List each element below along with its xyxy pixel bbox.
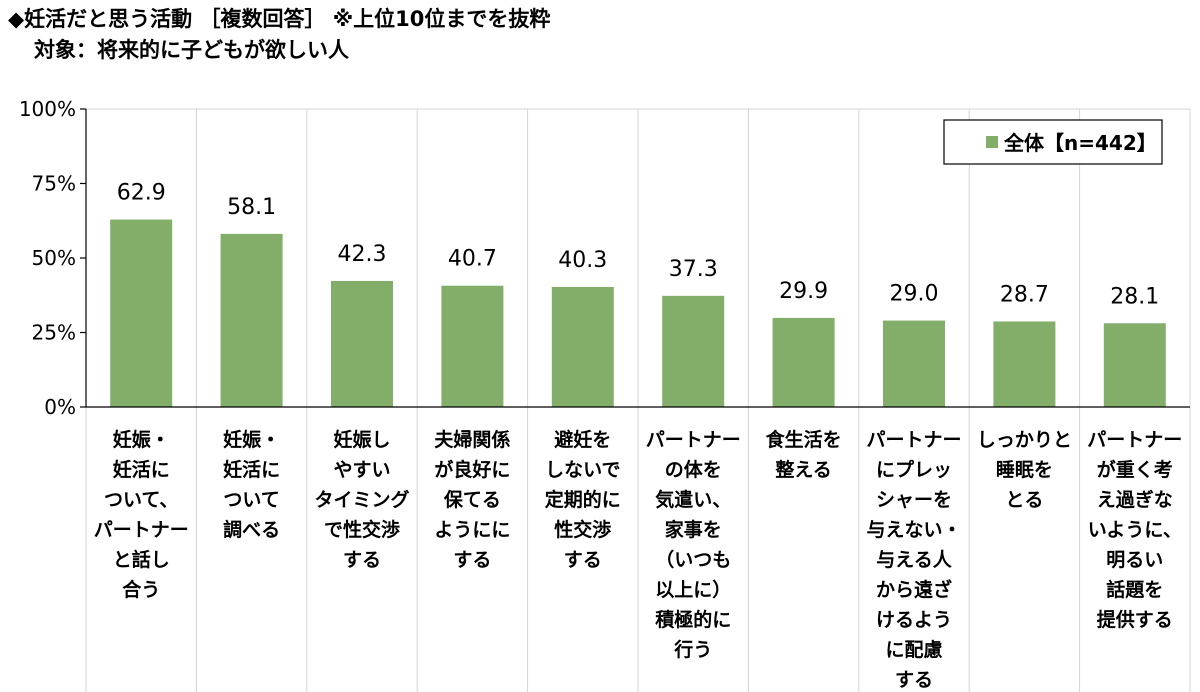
data-label: 29.9 <box>779 279 828 304</box>
x-tick-label: 妊娠・妊活について、パートナーと話し合う <box>94 428 189 601</box>
bar <box>441 285 504 407</box>
x-tick-label-line: いように、 <box>1088 519 1182 541</box>
x-tick-label-line: 睡眠を <box>996 459 1053 481</box>
x-tick-label-line: 与えない・ <box>866 519 961 541</box>
y-tick-label: 25% <box>32 321 76 345</box>
data-label: 62.9 <box>117 181 166 206</box>
x-tick-label-line: に配慮 <box>885 639 942 661</box>
x-tick-label-line: 気遣い、 <box>655 488 731 511</box>
x-tick-label-line: する <box>453 549 491 571</box>
x-tick-label-line: 避妊を <box>554 428 611 451</box>
bar <box>993 321 1056 407</box>
x-tick-label-line: ようにに <box>434 519 510 541</box>
x-tick-label-line: の体を <box>665 458 722 481</box>
x-tick-label-line: 整える <box>775 458 831 481</box>
chart-title-block: ◆妊活だと思う活動 ［複数回答］ ※上位10位までを抜粋 対象：将来的に子どもが… <box>8 4 550 66</box>
x-tick-label-line: 家事を <box>665 518 722 541</box>
x-tick-label-line: する <box>343 549 381 571</box>
legend-box <box>943 119 1163 165</box>
data-label: 37.3 <box>669 257 718 282</box>
x-tick-label-line: けるよう <box>876 609 952 631</box>
x-tick-label-line: 保てる <box>443 488 501 511</box>
bar <box>662 295 725 407</box>
x-tick-label-line: と話し <box>113 548 170 571</box>
x-tick-label: 妊娠・妊活について調べる <box>223 428 280 541</box>
y-tick-label: 0% <box>44 395 76 419</box>
x-tick-label-line: 妊活に <box>113 458 170 481</box>
x-tick-label: パートナーにプレッシャーを与えない・与える人から遠ざけるように配慮する <box>866 429 961 691</box>
x-tick-label: パートナーが重く考え過ぎないように、明るい話題を提供する <box>1087 429 1182 631</box>
bar <box>110 219 173 407</box>
chart-subtitle: 対象：将来的に子どもが欲しい人 <box>34 38 349 62</box>
x-tick-label-line: 提供する <box>1097 608 1173 631</box>
x-tick-label-line: する <box>564 549 602 571</box>
data-label: 58.1 <box>227 195 276 220</box>
x-tick-label: 妊娠しやすいタイミングで性交渉する <box>314 428 409 571</box>
x-tick-label-line: 行う <box>673 638 712 661</box>
x-tick-label-line: とる <box>1005 489 1043 511</box>
legend-label: 全体【n=442】 <box>1003 131 1157 155</box>
data-label: 28.7 <box>1000 282 1049 307</box>
legend-swatch <box>986 136 998 148</box>
x-tick-label-line: しないで <box>545 459 620 481</box>
bar <box>883 320 945 407</box>
x-tick-label-line: 以上に） <box>655 578 731 601</box>
data-label: 42.3 <box>338 242 387 267</box>
y-tick-label: 50% <box>32 246 76 270</box>
x-tick-label: 食生活を整える <box>766 428 842 481</box>
x-tick-label-line: ついて、 <box>104 489 178 511</box>
x-tick-label-line: （いつも <box>655 548 731 571</box>
x-tick-label-line: 夫婦関係 <box>434 428 510 451</box>
x-tick-label: 避妊をしないで定期的に性交渉する <box>545 428 621 571</box>
data-label: 28.1 <box>1110 284 1159 309</box>
x-tick-label-line: で性交渉 <box>324 518 400 541</box>
x-tick-label-line: パートナー <box>866 429 961 451</box>
x-tick-label: 夫婦関係が良好に保てるようににする <box>434 428 510 571</box>
bar <box>220 233 283 407</box>
x-tick-label-line: しっかりと <box>977 429 1072 451</box>
x-tick-label: しっかりと睡眠をとる <box>977 429 1072 511</box>
x-tick-label-line: 妊活に <box>223 458 280 481</box>
y-tick-label: 75% <box>32 172 76 196</box>
x-tick-label-line: やすい <box>333 459 390 481</box>
x-tick-label-line: え過ぎな <box>1097 488 1173 511</box>
data-label: 29.0 <box>890 282 939 307</box>
x-tick-label-line: 積極的に <box>655 608 731 631</box>
x-tick-label-line: 話題を <box>1106 578 1163 601</box>
bar <box>331 280 393 407</box>
x-tick-label-line: 与える人 <box>876 549 952 571</box>
x-tick-label-line: 明るい <box>1106 549 1163 571</box>
bar <box>1103 323 1166 407</box>
data-label: 40.3 <box>558 248 607 273</box>
x-tick-label-line: が良好に <box>434 458 510 481</box>
x-tick-label-line: 食生活を <box>766 428 842 451</box>
x-tick-label-line: 性交渉 <box>554 518 611 541</box>
x-tick-label-line: 定期的に <box>545 488 621 511</box>
x-tick-label-line: パートナー <box>94 519 189 541</box>
x-tick-label-line: 合う <box>122 578 160 601</box>
x-tick-label-line: 妊娠・ <box>223 428 280 451</box>
y-tick-label: 100% <box>19 97 76 121</box>
bar <box>551 286 614 407</box>
x-tick-label-line: 妊娠・ <box>113 428 170 451</box>
x-tick-label-line: 妊娠し <box>333 428 390 451</box>
bar <box>772 317 835 407</box>
x-tick-label-line: パートナー <box>1087 429 1182 451</box>
chart-title: ◆妊活だと思う活動 ［複数回答］ ※上位10位までを抜粋 <box>8 7 551 31</box>
data-label: 40.7 <box>448 247 497 272</box>
x-tick-label-line: から遠ざ <box>876 578 952 601</box>
x-tick-label-line: にプレッ <box>876 458 952 481</box>
x-tick-label-line: する <box>895 669 933 691</box>
x-tick-label-line: パートナー <box>646 429 741 451</box>
x-tick-label-line: 調べる <box>223 518 280 541</box>
x-tick-label-line: シャーを <box>876 489 952 511</box>
x-tick-label-line: が重く考 <box>1097 458 1173 481</box>
x-tick-label-line: タイミング <box>314 488 409 511</box>
x-tick-label-line: ついて <box>223 489 279 511</box>
x-tick-label: パートナーの体を気遣い、家事を （いつも以上に） 積極的に行う <box>646 429 741 661</box>
